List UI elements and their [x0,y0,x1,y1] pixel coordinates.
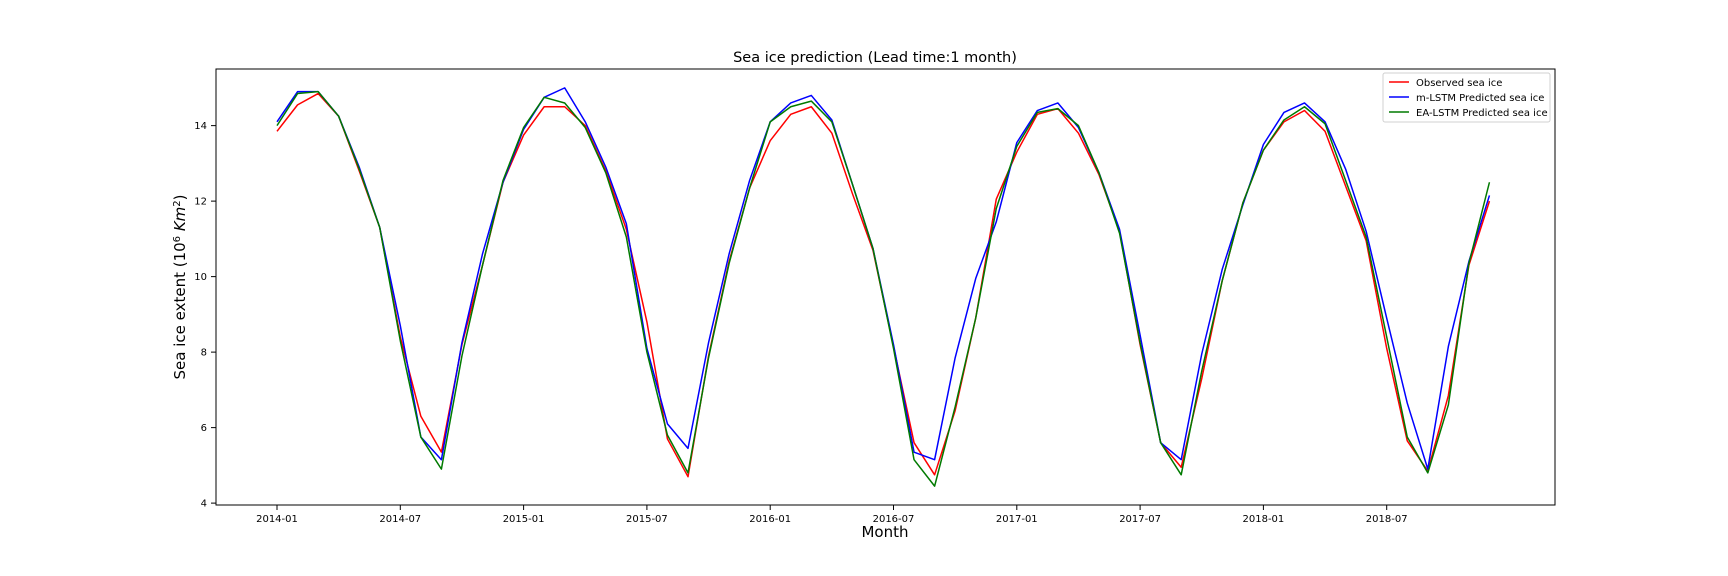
chart-title: Sea ice prediction (Lead time:1 month) [733,50,1017,66]
x-tick-label: 2014-01 [256,514,298,525]
x-tick-label: 2016-01 [749,514,791,525]
x-tick-label: 2016-07 [873,514,915,525]
x-tick-label: 2018-01 [1243,514,1285,525]
legend-label-ea-lstm: EA-LSTM Predicted sea ice [1416,108,1548,119]
x-tick-label: 2015-01 [503,514,545,525]
axis-ticks: 4 6 8 10 12 14 2014-01 2014-07 2015-01 2015-07 201… [194,121,1407,525]
x-tick-label: 2014-07 [379,514,421,525]
y-tick-label: 10 [194,272,207,283]
y-tick-label: 6 [201,423,207,434]
plot-area [215,68,1556,506]
series-line-observed [276,92,1491,478]
x-tick-label: 2017-01 [996,514,1038,525]
y-tick-label: 8 [201,348,207,359]
legend: Observed sea ice m-LSTM Predicted sea ic… [1382,72,1551,123]
y-tick-label: 4 [201,499,207,510]
series-lines [276,87,1491,487]
legend-label-observed: Observed sea ice [1416,78,1502,89]
x-axis-label: Month [861,523,908,541]
series-line-m-lstm [276,87,1491,470]
x-tick-label: 2018-07 [1366,514,1408,525]
y-axis-label: Sea ice extent (106 Km2) [171,195,189,380]
legend-box [1382,72,1551,123]
series-line-ea-lstm [276,90,1491,487]
x-tick-label: 2017-07 [1119,514,1161,525]
x-tick-label: 2015-07 [626,514,668,525]
y-tick-label: 14 [194,121,207,132]
legend-label-m-lstm: m-LSTM Predicted sea ice [1416,93,1544,104]
y-tick-label: 12 [194,197,207,208]
